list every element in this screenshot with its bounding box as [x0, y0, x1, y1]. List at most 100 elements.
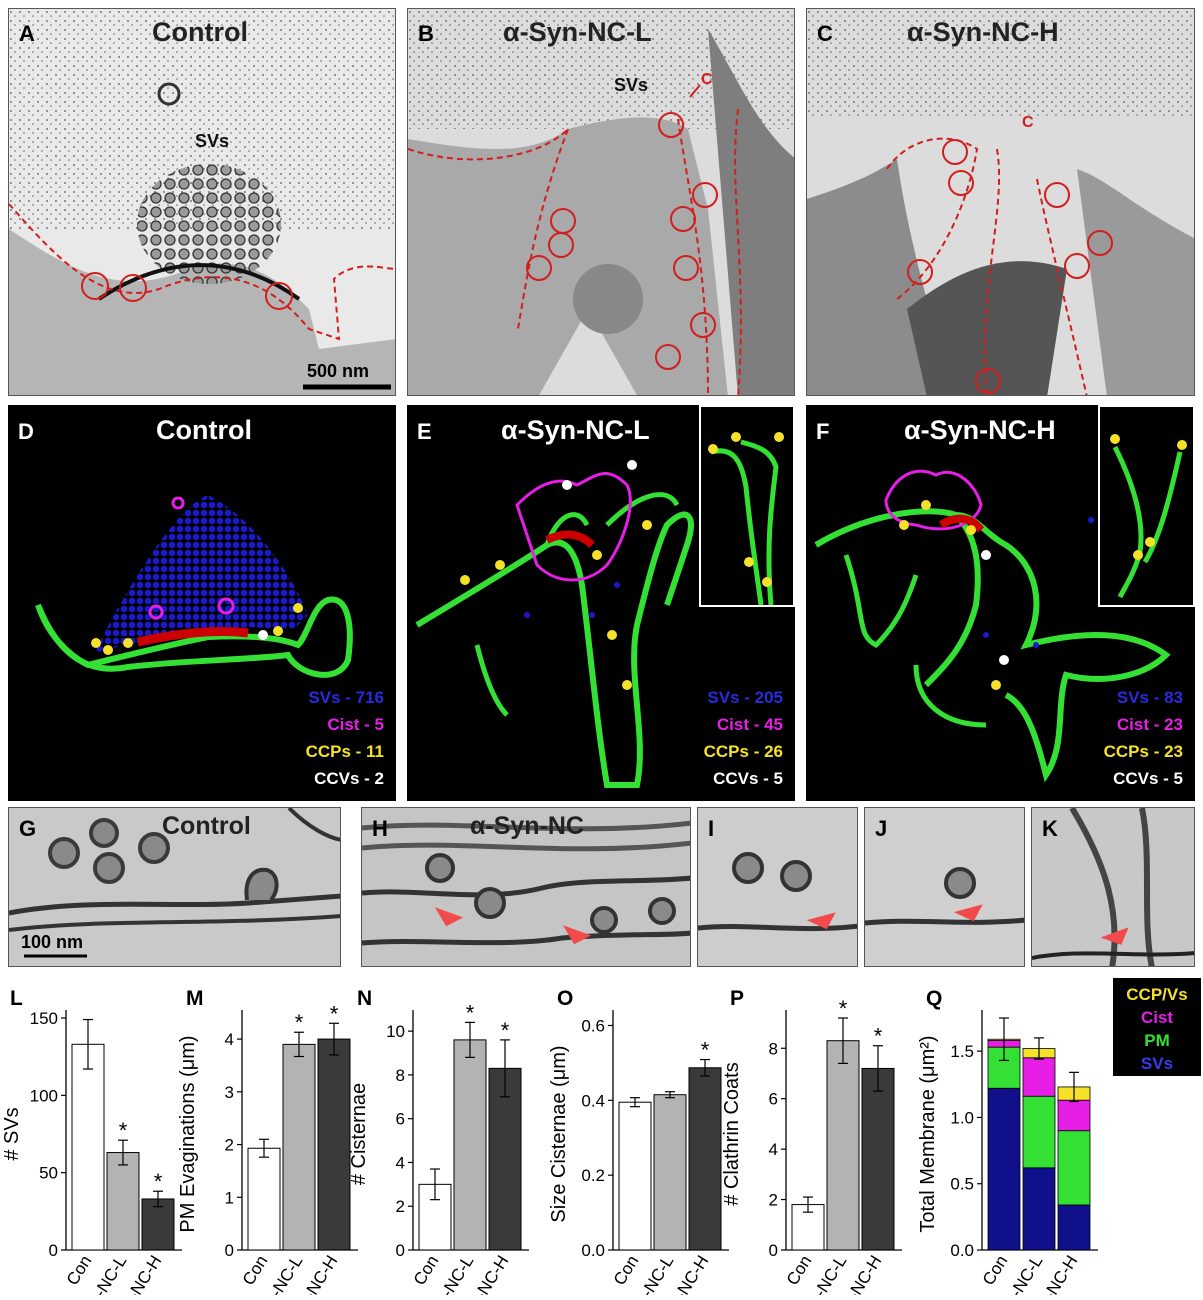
y-axis-label: # Cisternae [348, 1083, 370, 1185]
count-ccps: CCPs - 26 [703, 742, 783, 761]
bar-segment [1022, 1095, 1056, 1169]
panel-e: E α-Syn-NC-L SVs - 205 Cist - 45 CCPs - … [407, 405, 795, 801]
panel-title: α-Syn-NC-L [501, 415, 650, 445]
panel-g: G Control 100 nm [8, 807, 341, 967]
count-cist: Cist - 5 [327, 715, 384, 734]
panel-c: C α-Syn-NC-H C [806, 8, 1195, 396]
scale-bar-label: 100 nm [21, 932, 84, 952]
bar-segment [1022, 1167, 1056, 1251]
panel-title: α-Syn-NC-H [907, 17, 1059, 47]
y-tick-label: 100 [30, 1086, 58, 1105]
y-tick-label: 0 [225, 1241, 234, 1260]
x-tick-label: Con [783, 1252, 816, 1289]
significance-marker: * [330, 1001, 339, 1026]
y-tick-label: 4 [225, 1030, 234, 1049]
panel-f: F α-Syn-NC-H SVs - 83 Cist - 23 CCPs - 2… [806, 405, 1195, 801]
scale-bar-label: 500 nm [307, 361, 370, 381]
panel-letter: I [708, 816, 715, 841]
inset [1098, 405, 1195, 607]
y-tick-label: 150 [30, 1009, 58, 1028]
bar [453, 1039, 487, 1251]
bar [618, 1101, 652, 1251]
bar-segment [1057, 1099, 1091, 1132]
panel-title: α-Syn-NC [470, 812, 584, 840]
y-tick-label: 50 [39, 1164, 58, 1183]
y-tick-label: 0.5 [950, 1175, 974, 1194]
y-tick-label: 0.2 [581, 1166, 605, 1185]
bar [141, 1198, 175, 1251]
panel-letter: Q [926, 987, 942, 1010]
panel-letter: H [372, 816, 388, 841]
bar-segment [1057, 1204, 1091, 1251]
significance-marker: * [466, 1000, 475, 1025]
panel-b: B α-Syn-NC-L SVs C [407, 8, 795, 396]
x-tick-label: Con [979, 1252, 1012, 1289]
inset [699, 405, 795, 607]
y-tick-label: 8 [769, 1039, 778, 1058]
panel-d: D Control SVs - 716 Cist - 5 CCPs - 11 C… [8, 405, 396, 801]
panel-letter: J [875, 816, 888, 841]
y-axis-label: # SVs [1, 1107, 23, 1160]
y-tick-label: 10 [386, 1022, 405, 1041]
bar [826, 1040, 860, 1251]
count-ccvs: CCVs - 2 [314, 769, 384, 788]
svs-label: SVs [195, 131, 230, 151]
significance-marker: * [701, 1038, 710, 1063]
panel-letter: A [19, 21, 35, 46]
y-tick-label: 0.6 [581, 1016, 605, 1035]
y-axis-label: PM Evaginations (μm) [177, 1035, 199, 1232]
bar [688, 1067, 722, 1251]
count-svs: SVs - 716 [308, 688, 384, 707]
panel-h: H α-Syn-NC [361, 807, 691, 967]
bar [861, 1067, 895, 1251]
y-tick-label: 0.4 [581, 1091, 605, 1110]
significance-marker: * [295, 1010, 304, 1035]
bar [317, 1038, 351, 1251]
y-tick-label: 8 [396, 1066, 405, 1085]
count-ccvs: CCVs - 5 [1113, 769, 1183, 788]
panel-letter: M [186, 987, 204, 1010]
count-cist: Cist - 45 [716, 715, 783, 734]
count-svs: SVs - 205 [707, 688, 783, 707]
significance-marker: * [119, 1118, 128, 1143]
legend-entry: Cist [1141, 1008, 1173, 1027]
y-tick-label: 0 [769, 1241, 778, 1260]
x-tick-label: Con [239, 1252, 272, 1289]
bar [282, 1043, 316, 1251]
y-tick-label: 0 [396, 1241, 405, 1260]
panel-title: Control [156, 415, 252, 445]
bar-segment [1057, 1130, 1091, 1206]
count-ccps: CCPs - 11 [305, 742, 384, 761]
y-tick-label: 1 [225, 1188, 234, 1207]
y-tick-label: 0 [49, 1241, 58, 1260]
panel-i: I [697, 807, 858, 967]
y-tick-label: 4 [396, 1153, 405, 1172]
bar-segment [987, 1087, 1021, 1251]
panel-title: α-Syn-NC-H [904, 415, 1056, 445]
bar [488, 1067, 522, 1251]
panel-j: J [864, 807, 1025, 967]
panel-letter: O [557, 987, 573, 1010]
panel-title: Control [162, 812, 251, 840]
significance-marker: * [501, 1018, 510, 1043]
x-tick-label: Con [63, 1252, 96, 1289]
y-tick-label: 6 [396, 1110, 405, 1129]
significance-marker: * [839, 996, 848, 1021]
y-tick-label: 4 [769, 1140, 778, 1159]
legend-entry: PM [1144, 1031, 1170, 1050]
coat-label: C [701, 71, 713, 88]
panel-letter: G [19, 816, 37, 841]
y-axis-label: # Clathrin Coats [721, 1062, 743, 1205]
y-axis-label: Total Membrane (μm²) [917, 1035, 939, 1232]
panel-title: α-Syn-NC-L [503, 17, 652, 47]
panel-letter: N [357, 987, 372, 1010]
y-tick-label: 1.0 [950, 1108, 974, 1127]
count-ccvs: CCVs - 5 [713, 769, 783, 788]
panel-k: K [1031, 807, 1195, 967]
y-tick-label: 2 [225, 1136, 234, 1155]
panel-letter: E [417, 419, 432, 444]
count-ccps: CCPs - 23 [1103, 742, 1183, 761]
panel-title: Control [152, 17, 248, 47]
y-tick-label: 2 [769, 1191, 778, 1210]
